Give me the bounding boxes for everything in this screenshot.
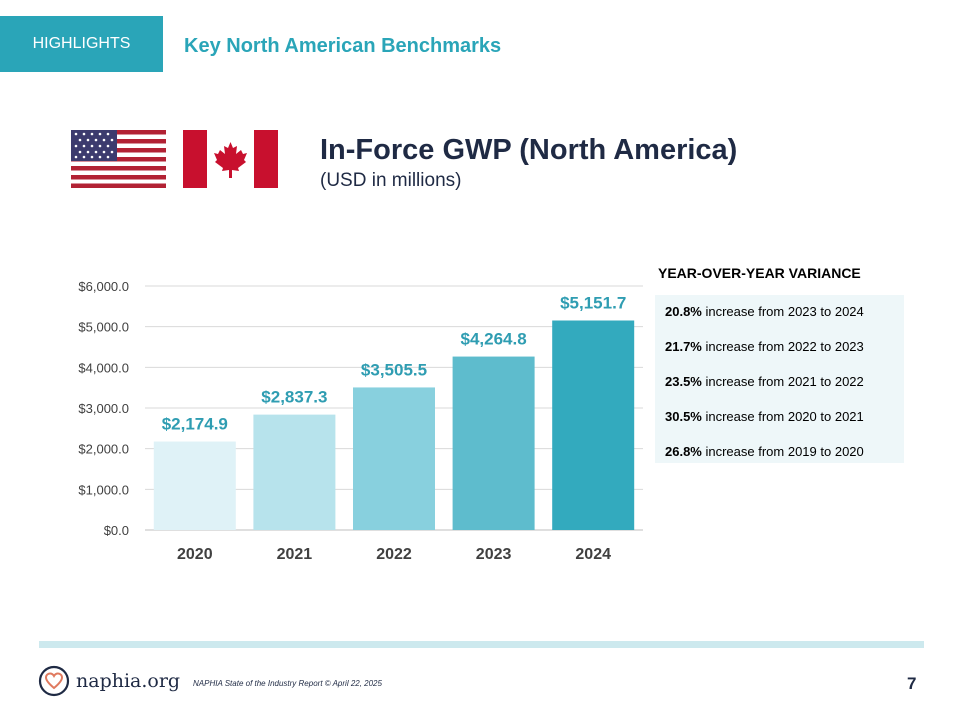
data-label: $3,505.5: [361, 360, 427, 379]
x-tick-label: 2021: [277, 546, 313, 563]
footer-divider: [39, 641, 924, 648]
variance-text: increase from 2020 to 2021: [701, 409, 864, 424]
y-tick-label: $4,000.0: [78, 360, 129, 375]
y-tick-label: $5,000.0: [78, 320, 129, 335]
footer-note: NAPHIA State of the Industry Report © Ap…: [193, 679, 382, 688]
variance-text: increase from 2019 to 2020: [701, 444, 864, 459]
data-label: $5,151.7: [560, 293, 626, 312]
naphia-logo[interactable]: naphia.org: [38, 665, 180, 697]
y-tick-label: $3,000.0: [78, 401, 129, 416]
bar: [253, 414, 336, 530]
section-tag-label: HIGHLIGHTS: [32, 35, 131, 52]
data-label: $2,837.3: [261, 388, 327, 407]
variance-pct: 26.8%: [665, 444, 702, 459]
logo-text: naphia.org: [76, 670, 181, 692]
x-tick-label: 2024: [575, 546, 611, 563]
chart-subtitle: (USD in millions): [320, 170, 462, 191]
variance-pct: 23.5%: [665, 374, 702, 389]
bar: [153, 441, 236, 530]
variance-pct: 21.7%: [665, 339, 702, 354]
x-tick-label: 2022: [376, 546, 412, 563]
chart-title: In-Force GWP (North America): [320, 134, 738, 166]
data-label: $2,174.9: [162, 415, 228, 434]
variance-row: 26.8% increase from 2019 to 2020: [665, 444, 864, 459]
canada-flag-icon: [183, 130, 278, 188]
y-tick-label: $6,000.0: [78, 279, 129, 294]
us-flag-icon: [71, 130, 166, 188]
bar: [552, 320, 635, 530]
variance-list: 20.8% increase from 2023 to 2024 21.7% i…: [655, 295, 904, 463]
variance-row: 20.8% increase from 2023 to 2024: [665, 304, 864, 319]
variance-text: increase from 2022 to 2023: [701, 339, 864, 354]
y-tick-label: $1,000.0: [78, 482, 129, 497]
section-title: Key North American Benchmarks: [184, 35, 502, 57]
y-tick-label: $0.0: [104, 523, 129, 538]
data-label: $4,264.8: [461, 330, 527, 349]
variance-row: 23.5% increase from 2021 to 2022: [665, 374, 864, 389]
variance-pct: 20.8%: [665, 304, 702, 319]
variance-row: 21.7% increase from 2022 to 2023: [665, 339, 864, 354]
x-tick-label: 2020: [177, 546, 213, 563]
page-number: 7: [907, 674, 917, 693]
variance-text: increase from 2023 to 2024: [701, 304, 864, 319]
y-tick-label: $2,000.0: [78, 442, 129, 457]
bar: [452, 356, 535, 530]
heart-logo-icon: [38, 665, 70, 697]
variance-text: increase from 2021 to 2022: [701, 374, 864, 389]
section-tag: HIGHLIGHTS: [0, 16, 163, 72]
x-tick-label: 2023: [476, 546, 512, 563]
bar: [353, 387, 435, 530]
variance-pct: 30.5%: [665, 409, 702, 424]
variance-heading: YEAR-OVER-YEAR VARIANCE: [658, 265, 861, 281]
variance-row: 30.5% increase from 2020 to 2021: [665, 409, 864, 424]
